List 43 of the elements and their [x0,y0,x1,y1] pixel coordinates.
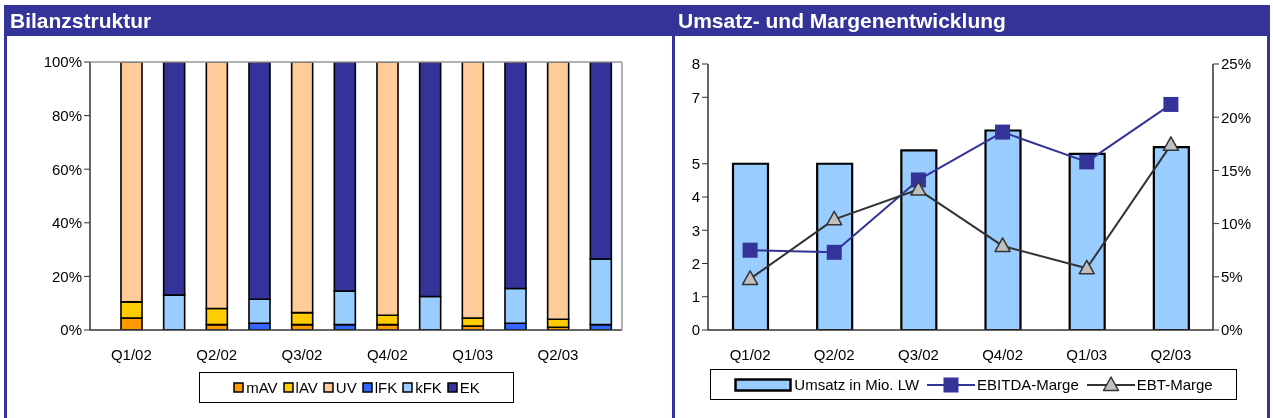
y-tick-label: 3 [691,221,700,239]
legend-label: UV [335,379,357,396]
x-tick-label: Q1/02 [110,345,152,363]
legend-label: kFK [415,379,442,396]
x-tick-label: Q4/02 [982,345,1024,363]
y-tick-label: 100% [43,53,82,71]
y-tick-label: 4 [691,188,700,206]
y-tick-label: 2 [691,254,700,272]
x-tick-label: Q1/03 [452,345,494,363]
chart-title: Bilanzstruktur [10,8,152,34]
legend-label: lAV [295,379,318,396]
y-tick-label: 80% [51,106,82,124]
y2-tick-label: 25% [1221,55,1252,73]
chart-title: Umsatz- und Margenentwicklung [678,8,1006,34]
legend-label: Umsatz in Mio. LW [794,376,920,393]
x-tick-label: Q3/02 [897,345,939,363]
x-tick-label: Q1/03 [1066,345,1108,363]
legend-label: lFK [374,379,398,396]
x-tick-label: Q3/02 [281,345,323,363]
y-tick-label: 7 [691,88,700,106]
legend-label: EBT-Marge [1136,376,1213,393]
y-tick-label: 0 [691,321,700,339]
x-tick-label: Q2/03 [1150,345,1192,363]
x-tick-label: Q2/02 [196,345,238,363]
y-tick-label: 5 [691,155,700,173]
y-tick-label: 0% [60,321,82,339]
x-tick-label: Q2/03 [537,345,579,363]
y-tick-label: 40% [51,214,82,232]
y2-tick-label: 0% [1221,321,1243,339]
x-tick-label: Q4/02 [366,345,408,363]
y-tick-label: 60% [51,160,82,178]
y2-tick-label: 20% [1221,108,1252,126]
x-tick-label: Q2/02 [813,345,855,363]
legend-label: EK [459,379,480,396]
legend-label: EBITDA-Marge [977,376,1079,393]
y2-tick-label: 5% [1221,268,1243,286]
y2-tick-label: 15% [1221,161,1252,179]
y-tick-label: 20% [51,267,82,285]
legend-label: mAV [246,379,278,396]
y-tick-label: 1 [691,288,700,306]
x-tick-label: Q1/02 [729,345,771,363]
y2-tick-label: 10% [1221,214,1252,232]
y-tick-label: 8 [691,55,700,73]
